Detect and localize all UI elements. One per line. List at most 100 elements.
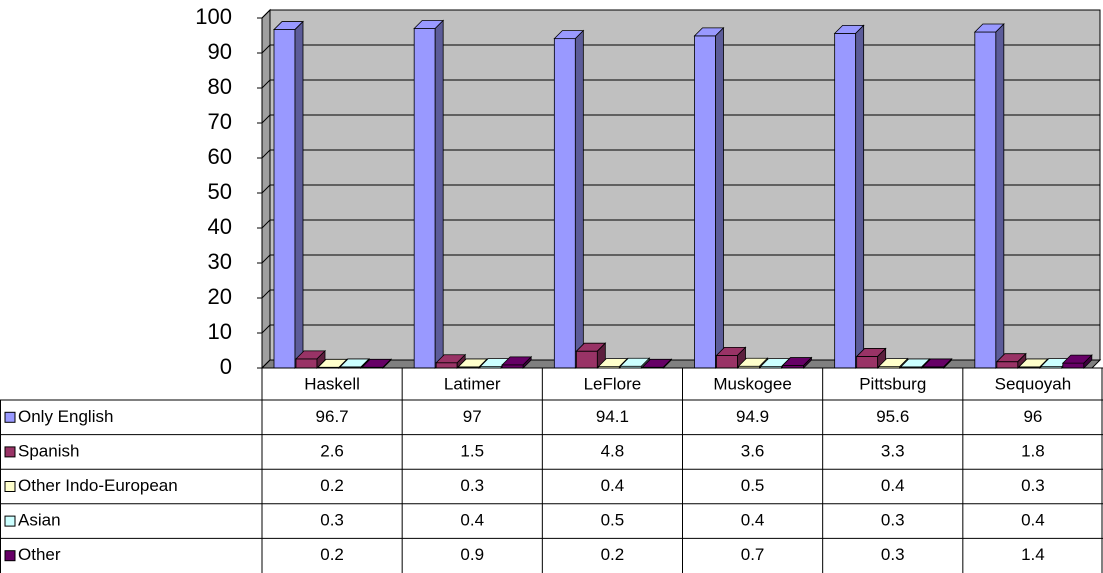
bar: [295, 349, 326, 369]
table-cell: 3.6: [741, 441, 765, 460]
bar-front: [413, 28, 436, 369]
bar-side: [294, 20, 304, 369]
bar-front: [694, 35, 716, 369]
table-cell: 0.4: [881, 476, 905, 495]
bar-front: [553, 38, 576, 369]
y-tick-label: 80: [208, 74, 232, 99]
table-cell: 0.2: [320, 476, 344, 495]
table-cell: 94.9: [736, 407, 769, 426]
table-cell: 95.6: [876, 407, 909, 426]
table-cell: 0.9: [460, 545, 484, 564]
y-tick-label: 70: [208, 109, 232, 134]
table-cell: 0.4: [601, 476, 625, 495]
table-cell: 1.4: [1021, 545, 1045, 564]
y-tick-label: 10: [208, 319, 232, 344]
x-tick-label: Latimer: [444, 374, 501, 393]
bar-front: [575, 350, 598, 369]
table-cell: 0.3: [881, 545, 905, 564]
table-cell: 4.8: [601, 441, 625, 460]
table-cell: 0.3: [320, 511, 344, 530]
table-cell: 3.3: [881, 441, 905, 460]
bar: [833, 24, 865, 369]
bar: [619, 357, 651, 369]
bar-side: [855, 24, 865, 369]
table-cell: 0.3: [1021, 476, 1045, 495]
y-tick-label: 30: [208, 249, 232, 274]
bar-side: [995, 23, 1005, 369]
grid-line: [261, 324, 271, 334]
bar-front: [996, 361, 1019, 369]
table-cell: 96: [1023, 407, 1042, 426]
bar-front: [295, 358, 318, 369]
bar-side: [715, 26, 724, 369]
legend-label: Only English: [18, 407, 113, 426]
legend-key: [4, 411, 16, 423]
table-cell: 1.8: [1021, 441, 1045, 460]
table-cell: 2.6: [320, 441, 344, 460]
table-cell: 0.3: [460, 476, 484, 495]
table-cell: 0.7: [741, 545, 765, 564]
bar: [501, 355, 533, 369]
bar-front: [435, 362, 458, 369]
bar: [995, 352, 1027, 369]
y-tick-label: 0: [220, 354, 232, 379]
legend-label: Other: [18, 545, 61, 564]
y-tick-label: 100: [195, 4, 232, 29]
grid-line: [261, 9, 271, 19]
x-tick-label: Haskell: [304, 374, 360, 393]
x-tick-label: Sequoyah: [995, 374, 1072, 393]
table-cell: 0.5: [601, 511, 625, 530]
grid-line: [261, 44, 271, 54]
bar: [921, 357, 953, 369]
bar-side: [1083, 354, 1093, 369]
bar: [273, 20, 304, 369]
bar: [715, 346, 747, 369]
grid-line: [261, 219, 271, 229]
bar: [973, 23, 1005, 369]
bar-side: [522, 355, 532, 369]
bar-front: [1062, 362, 1085, 369]
legend-label: Asian: [18, 511, 61, 530]
table-cell: 0.2: [320, 545, 344, 564]
legend-label: Other Indo-European: [18, 476, 178, 495]
table-cell: 0.4: [1021, 511, 1045, 530]
bar-front: [834, 33, 857, 369]
y-tick-label: 60: [208, 144, 232, 169]
legend-key: [4, 446, 16, 458]
y-tick-label: 50: [208, 179, 232, 204]
bar-front: [856, 356, 879, 369]
grid-line: [261, 149, 271, 159]
bar-front: [716, 354, 738, 369]
table-cell: 97: [463, 407, 482, 426]
table-cell: 94.1: [596, 407, 629, 426]
y-tick-label: 40: [208, 214, 232, 239]
legend-key: [4, 515, 16, 527]
bar: [553, 29, 585, 369]
legend-key: [4, 481, 16, 492]
grid-line: [261, 359, 271, 369]
grid-line: [261, 254, 271, 264]
bar-side: [803, 356, 812, 369]
y-tick-label: 20: [208, 284, 232, 309]
legend-label: Spanish: [18, 441, 79, 460]
grid-line: [261, 289, 271, 299]
grid-line: [261, 184, 271, 194]
bar: [693, 26, 725, 369]
bar-side: [574, 29, 584, 369]
y-tick-label: 90: [208, 39, 232, 64]
grid-line: [261, 79, 271, 89]
bar-front: [974, 31, 997, 369]
table-cell: 96.7: [316, 407, 349, 426]
bar-side: [434, 19, 444, 369]
bar-front: [273, 29, 296, 369]
bar: [413, 19, 445, 369]
table-cell: 0.3: [881, 511, 905, 530]
table-cell: 0.5: [741, 476, 765, 495]
table-cell: 0.4: [460, 511, 484, 530]
x-tick-label: Pittsburg: [859, 374, 926, 393]
table-cell: 0.4: [741, 511, 765, 530]
bar: [855, 347, 887, 369]
x-tick-label: LeFlore: [584, 374, 642, 393]
x-tick-label: Muskogee: [713, 374, 791, 393]
